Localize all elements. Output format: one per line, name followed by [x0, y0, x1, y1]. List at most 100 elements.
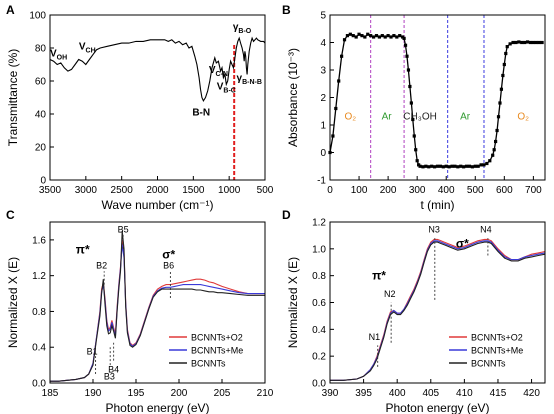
band-label: VOH — [50, 48, 67, 61]
x-tick-label: 100 — [351, 185, 368, 196]
data-point — [427, 165, 431, 169]
x-tick-label: 420 — [523, 388, 540, 399]
data-point — [492, 148, 496, 152]
data-point — [508, 42, 512, 46]
band-label-main: V — [79, 42, 86, 53]
peak-label: B6 — [163, 261, 174, 271]
data-point — [406, 68, 411, 72]
x-tick-label: 205 — [214, 388, 231, 399]
x-tick-label: 395 — [355, 388, 372, 399]
data-point — [432, 165, 437, 169]
legend-label: BCNNTs+Me — [191, 346, 243, 356]
series-line-bcnnts — [330, 241, 546, 381]
region-label: σ* — [456, 236, 469, 250]
legend-label: BCNNTs+O2 — [191, 333, 243, 343]
data-point — [421, 165, 425, 169]
data-point — [505, 45, 509, 49]
data-point — [415, 159, 419, 163]
data-point — [395, 35, 399, 39]
x-tick-label: 190 — [85, 388, 102, 399]
peak-label: B3 — [104, 371, 115, 381]
y-tick-label: 4 — [320, 38, 326, 49]
x-tick-label: 2000 — [146, 185, 169, 196]
region-label: π* — [76, 242, 90, 256]
x-axis-label: Photon energy (eV) — [105, 401, 209, 414]
y-tick-label: 0.4 — [312, 325, 326, 336]
data-point — [467, 164, 472, 168]
data-point — [424, 164, 428, 168]
data-point — [345, 34, 350, 38]
y-tick-label: 0.8 — [312, 271, 326, 282]
y-tick-label: 40 — [35, 110, 47, 121]
band-label: VC-N — [209, 65, 228, 78]
data-point — [412, 134, 416, 138]
x-axis-label: Photon energy (eV) — [385, 401, 489, 414]
data-point — [369, 34, 373, 38]
data-point — [441, 165, 445, 169]
band-label-main: V — [217, 81, 224, 92]
data-point — [498, 101, 502, 105]
data-point — [523, 40, 527, 45]
peak-label: N1 — [369, 332, 381, 342]
y-tick-label: 20 — [35, 143, 47, 154]
data-point — [435, 164, 440, 168]
data-point — [511, 40, 515, 45]
data-point — [447, 165, 451, 169]
band-label-main: V — [50, 48, 57, 59]
data-point — [537, 40, 541, 45]
data-point — [453, 164, 457, 168]
y-tick-label: 0 — [320, 148, 326, 159]
data-point — [403, 43, 408, 47]
data-point — [517, 40, 521, 44]
y-axis-label: Normalized X (E) — [6, 257, 20, 348]
x-tick-label: 1000 — [218, 185, 241, 196]
y-tick-label: 60 — [35, 77, 47, 88]
data-point — [351, 34, 355, 38]
data-point — [360, 34, 364, 38]
band-label: VCH — [79, 42, 96, 55]
data-point — [418, 164, 422, 168]
y-tick-label: 1 — [320, 121, 326, 132]
x-tick-label: 405 — [422, 388, 439, 399]
data-point — [470, 165, 474, 169]
data-point — [501, 73, 505, 78]
y-tick-label: 1.6 — [32, 235, 46, 246]
data-point — [525, 40, 530, 44]
plot-frame — [329, 221, 546, 384]
band-label-sub: B-N-B — [242, 79, 262, 86]
data-point — [357, 32, 361, 36]
data-point — [473, 164, 477, 168]
y-tick-label: 100 — [29, 11, 46, 22]
data-point — [363, 35, 367, 39]
peak-label: N3 — [428, 225, 440, 235]
series-line-bcnnts — [50, 230, 265, 382]
data-point — [334, 106, 338, 111]
series-line-data — [49, 36, 266, 102]
band-label: VB-C — [217, 81, 236, 94]
data-point — [402, 36, 406, 40]
gas-segment-label: O₂ — [345, 112, 357, 123]
y-tick-label: 5 — [320, 11, 326, 22]
gas-segment-label: CH₃OH — [403, 112, 437, 123]
plot-frame — [329, 14, 546, 181]
legend-label: BCNNTs+O2 — [471, 333, 523, 343]
data-point — [534, 40, 538, 45]
data-point — [444, 164, 448, 168]
data-point — [392, 34, 396, 38]
y-tick-label: 3 — [320, 66, 326, 77]
panel-d: D 390 395 400 405 410 415 420 0.0 0.2 0.4 0.6 0.8 1.0… — [282, 208, 546, 414]
data-point — [374, 34, 379, 38]
band-label-sub: B-O — [238, 28, 251, 35]
x-tick-label: 400 — [389, 388, 406, 399]
gas-segment-label: Ar — [382, 112, 393, 123]
x-tick-label: 200 — [171, 388, 188, 399]
data-point — [337, 79, 341, 83]
data-point — [488, 159, 492, 163]
x-tick-label: 500 — [257, 185, 274, 196]
series-line-bcnnts-me — [330, 240, 546, 381]
data-point — [408, 84, 412, 89]
region-label: σ* — [162, 248, 175, 262]
y-tick-label: 0.6 — [312, 298, 326, 309]
data-point — [340, 54, 344, 58]
